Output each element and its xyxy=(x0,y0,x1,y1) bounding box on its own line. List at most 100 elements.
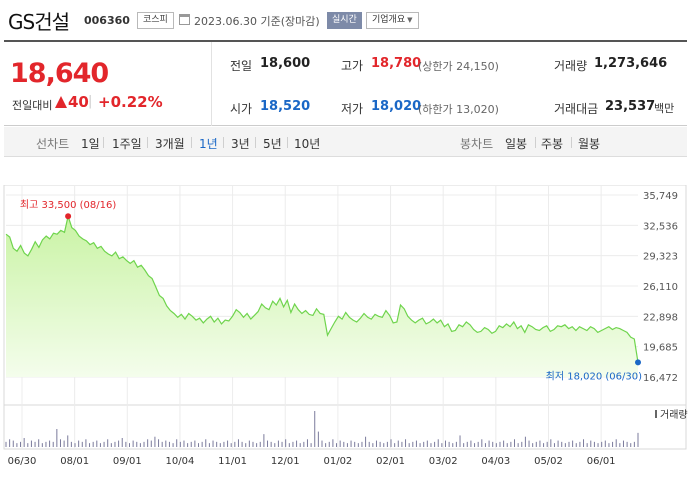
x-tick-label: 04/03 xyxy=(481,456,510,467)
volume-bar xyxy=(56,429,58,447)
volume-bar xyxy=(99,443,101,447)
volume-bar xyxy=(136,441,138,447)
chart-toolbar: 선차트 1일 1주일 3개월 1년 3년 5년 10년 봉차트 일봉 주봉 월봉 xyxy=(4,127,687,157)
volume-bar xyxy=(386,441,388,447)
x-tick-label: 10/04 xyxy=(166,456,195,467)
volume-bar xyxy=(92,441,94,447)
volume-bar xyxy=(110,443,112,447)
realtime-button[interactable]: 실시간 xyxy=(327,12,362,29)
volume-label: 거래량 xyxy=(554,59,588,73)
volume-bar xyxy=(633,441,635,447)
volume-bar xyxy=(190,441,192,447)
y-tick-label: 19,685 xyxy=(643,343,678,354)
volume-bar xyxy=(34,441,36,447)
volume-bar xyxy=(608,443,610,447)
lower-limit: (하한가 13,020) xyxy=(418,103,499,116)
candle-weekly[interactable]: 주봉 xyxy=(541,137,564,151)
divider xyxy=(535,137,536,148)
period-5y[interactable]: 5년 xyxy=(263,137,282,151)
high-label: 고가 xyxy=(341,59,364,73)
volume-bar xyxy=(521,441,523,447)
volume-bar xyxy=(612,441,614,447)
volume-bar xyxy=(630,443,632,447)
volume-bar xyxy=(263,434,265,447)
open-value: 18,520 xyxy=(260,99,311,114)
volume-bar xyxy=(368,441,370,447)
period-10y[interactable]: 10년 xyxy=(294,137,321,151)
period-1d[interactable]: 1일 xyxy=(81,137,100,151)
volume-bar xyxy=(67,435,69,447)
volume-bar xyxy=(118,440,120,447)
divider xyxy=(103,137,104,148)
volume-bar xyxy=(41,443,43,447)
volume-bar xyxy=(252,441,254,447)
volume-bar xyxy=(463,443,465,447)
volume-bar xyxy=(568,441,570,447)
price-chart[interactable]: 35,749 32,536 29,323 26,110 22,898 19,685 16,4… xyxy=(0,185,689,477)
volume-bar xyxy=(317,431,319,447)
stock-header: GS건설 006360 코스피 2023.06.30 기준(장마감) 실시간 기… xyxy=(0,0,689,40)
candle-monthly[interactable]: 월봉 xyxy=(578,137,601,151)
volume-bar xyxy=(452,443,454,447)
volume-value: 1,273,646 xyxy=(594,56,668,71)
volume-bar xyxy=(9,439,11,447)
volume-bar xyxy=(499,441,501,447)
volume-bar xyxy=(230,443,232,447)
volume-bar xyxy=(379,441,381,447)
high-value: 18,780 xyxy=(371,56,422,71)
volume-bar xyxy=(441,443,443,447)
volume-bar xyxy=(154,436,156,447)
volume-bar xyxy=(241,441,243,447)
volume-bar xyxy=(70,441,72,447)
volume-bar xyxy=(78,440,80,447)
volume-bar xyxy=(601,441,603,447)
amount-label: 거래대금 xyxy=(554,102,599,116)
divider xyxy=(223,137,224,148)
volume-bar xyxy=(401,441,403,447)
x-tick-label: 11/01 xyxy=(218,456,247,467)
volume-bar xyxy=(219,443,221,447)
volume-bar xyxy=(459,435,461,447)
volume-bar xyxy=(365,436,367,447)
upper-limit: (상한가 24,150) xyxy=(418,60,499,73)
volume-bar xyxy=(143,441,145,447)
x-tick-label: 01/02 xyxy=(323,456,352,467)
volume-bar xyxy=(332,439,334,447)
volume-bar xyxy=(216,441,218,447)
period-3m[interactable]: 3개월 xyxy=(155,137,185,151)
candle-daily[interactable]: 일봉 xyxy=(505,137,528,151)
volume-bar xyxy=(444,440,446,447)
period-1w[interactable]: 1주일 xyxy=(112,137,142,151)
chevron-down-icon: ▼ xyxy=(407,16,413,24)
volume-bar xyxy=(132,440,134,447)
volume-bar xyxy=(208,443,210,447)
company-overview-button[interactable]: 기업개요 ▼ xyxy=(366,12,419,29)
volume-bar xyxy=(375,440,377,447)
volume-bar xyxy=(81,441,83,447)
prev-close-value: 18,600 xyxy=(260,56,311,71)
volume-bar xyxy=(292,441,294,447)
volume-bar xyxy=(38,439,40,447)
volume-bar xyxy=(277,440,279,447)
x-tick-label: 05/02 xyxy=(534,456,563,467)
volume-bar xyxy=(179,441,181,447)
volume-bar xyxy=(245,443,247,447)
prev-close-label: 전일 xyxy=(230,59,253,73)
volume-bar xyxy=(550,439,552,447)
change-label: 전일대비 xyxy=(12,99,53,112)
volume-bar xyxy=(524,436,526,447)
period-3y[interactable]: 3년 xyxy=(231,137,250,151)
volume-bar xyxy=(161,441,163,447)
volume-bar xyxy=(434,441,436,447)
volume-bar xyxy=(481,439,483,447)
volume-bar xyxy=(430,443,432,447)
volume-bar xyxy=(63,440,65,447)
volume-bar xyxy=(30,440,32,447)
volume-bar xyxy=(575,443,577,447)
low-point xyxy=(635,359,641,366)
volume-bar xyxy=(234,441,236,447)
volume-bar xyxy=(125,441,127,447)
period-1y[interactable]: 1년 xyxy=(199,137,218,151)
volume-bar xyxy=(572,440,574,447)
amount-unit: 백만 xyxy=(654,102,675,115)
